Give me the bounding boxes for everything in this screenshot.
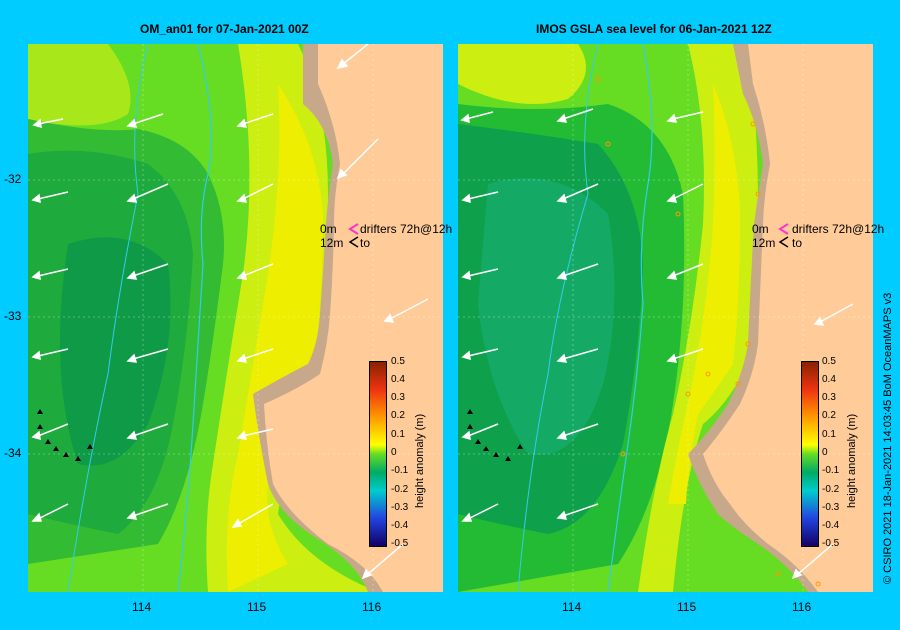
legend-depth-12m: 12m: [752, 236, 776, 250]
anomaly-high: [226, 84, 323, 592]
colorbar-tick: -0.5: [822, 538, 840, 549]
x-tick-label: 114: [562, 600, 582, 614]
x-tick-label: 115: [677, 600, 697, 614]
drifter-markers: [37, 409, 93, 461]
colorbar-tick: 0.2: [822, 410, 836, 421]
legend-drifters-label: drifters 72h@12h: [792, 222, 885, 236]
colorbar-tick: -0.2: [391, 484, 409, 495]
isobath-line: [607, 44, 653, 592]
drifter-markers: [467, 409, 523, 461]
current-arrows: [460, 108, 854, 580]
right-panel-title: IMOS GSLA sea level for 06-Jan-2021 12Z: [536, 22, 772, 36]
legend-to-label: to: [792, 236, 803, 250]
colorbar-tick: 0: [391, 447, 397, 458]
right-colorbar: [801, 361, 819, 547]
legend-depth-0m: 0m: [752, 222, 769, 236]
left-colorbar: [369, 361, 387, 547]
anomaly-contour: [28, 44, 131, 126]
colorbar-tick: -0.1: [822, 465, 840, 476]
colorbar-tick: 0.5: [391, 356, 405, 367]
copyright-text: © CSIRO 2021 18-Jan-2021 14:03:45 BoM Oc…: [882, 292, 894, 584]
right-map-panel[interactable]: [458, 44, 873, 592]
colorbar-tick: -0.4: [391, 520, 409, 531]
legend-depth-12m: 12m: [320, 236, 344, 250]
y-tick-label: -34: [4, 446, 22, 460]
colorbar-tick: 0.4: [822, 374, 836, 385]
anomaly-low-core: [478, 178, 615, 456]
drifter-legend-arrow: [348, 223, 359, 235]
colorbar-tick: -0.2: [822, 484, 840, 495]
colorbar-tick: 0.1: [391, 429, 405, 440]
drifter-legend-arrow: [778, 223, 789, 235]
colorbar-tick: -0.5: [391, 538, 409, 549]
land-mass: [264, 44, 443, 592]
colorbar-tick: 0.3: [822, 392, 836, 403]
x-tick-label: 114: [132, 600, 152, 614]
isobath-line: [177, 44, 212, 592]
anomaly-contour: [458, 44, 586, 104]
colorbar-tick: 0.4: [391, 374, 405, 385]
colorbar-tick: 0.3: [391, 392, 405, 403]
colorbar-tick: 0.2: [391, 410, 405, 421]
left-panel-title: OM_an01 for 07-Jan-2021 00Z: [140, 22, 309, 36]
colorbar-tick: -0.1: [391, 465, 409, 476]
x-tick-label: 115: [247, 600, 267, 614]
colorbar-tick: 0.5: [822, 356, 836, 367]
anomaly-high: [668, 84, 740, 504]
legend-to-label: to: [360, 236, 371, 250]
colorbar-tick: -0.3: [391, 502, 409, 513]
right-map-svg: [458, 44, 873, 592]
left-map-svg: [28, 44, 443, 592]
altimeter-points: [595, 76, 821, 587]
colorbar-tick: 0: [822, 447, 828, 458]
land-mass: [703, 44, 873, 592]
colorbar-tick: -0.4: [822, 520, 840, 531]
right-colorbar-label: height anomaly (m): [846, 413, 858, 508]
current-arrows: [31, 44, 429, 580]
colorbar-tick: 0.1: [822, 429, 836, 440]
drifter-legend-arrow: [348, 236, 359, 248]
left-map-panel[interactable]: [28, 44, 443, 592]
isobath-line: [517, 44, 599, 592]
x-tick-label: 116: [792, 600, 812, 614]
y-tick-label: -33: [4, 309, 22, 323]
colorbar-tick: -0.3: [822, 502, 840, 513]
legend-depth-0m: 0m: [320, 222, 337, 236]
legend-drifters-label: drifters 72h@12h: [360, 222, 453, 236]
y-tick-label: -32: [4, 172, 22, 186]
left-colorbar-label: height anomaly (m): [414, 413, 426, 508]
drifter-legend-arrow: [778, 236, 789, 248]
x-tick-label: 116: [362, 600, 382, 614]
